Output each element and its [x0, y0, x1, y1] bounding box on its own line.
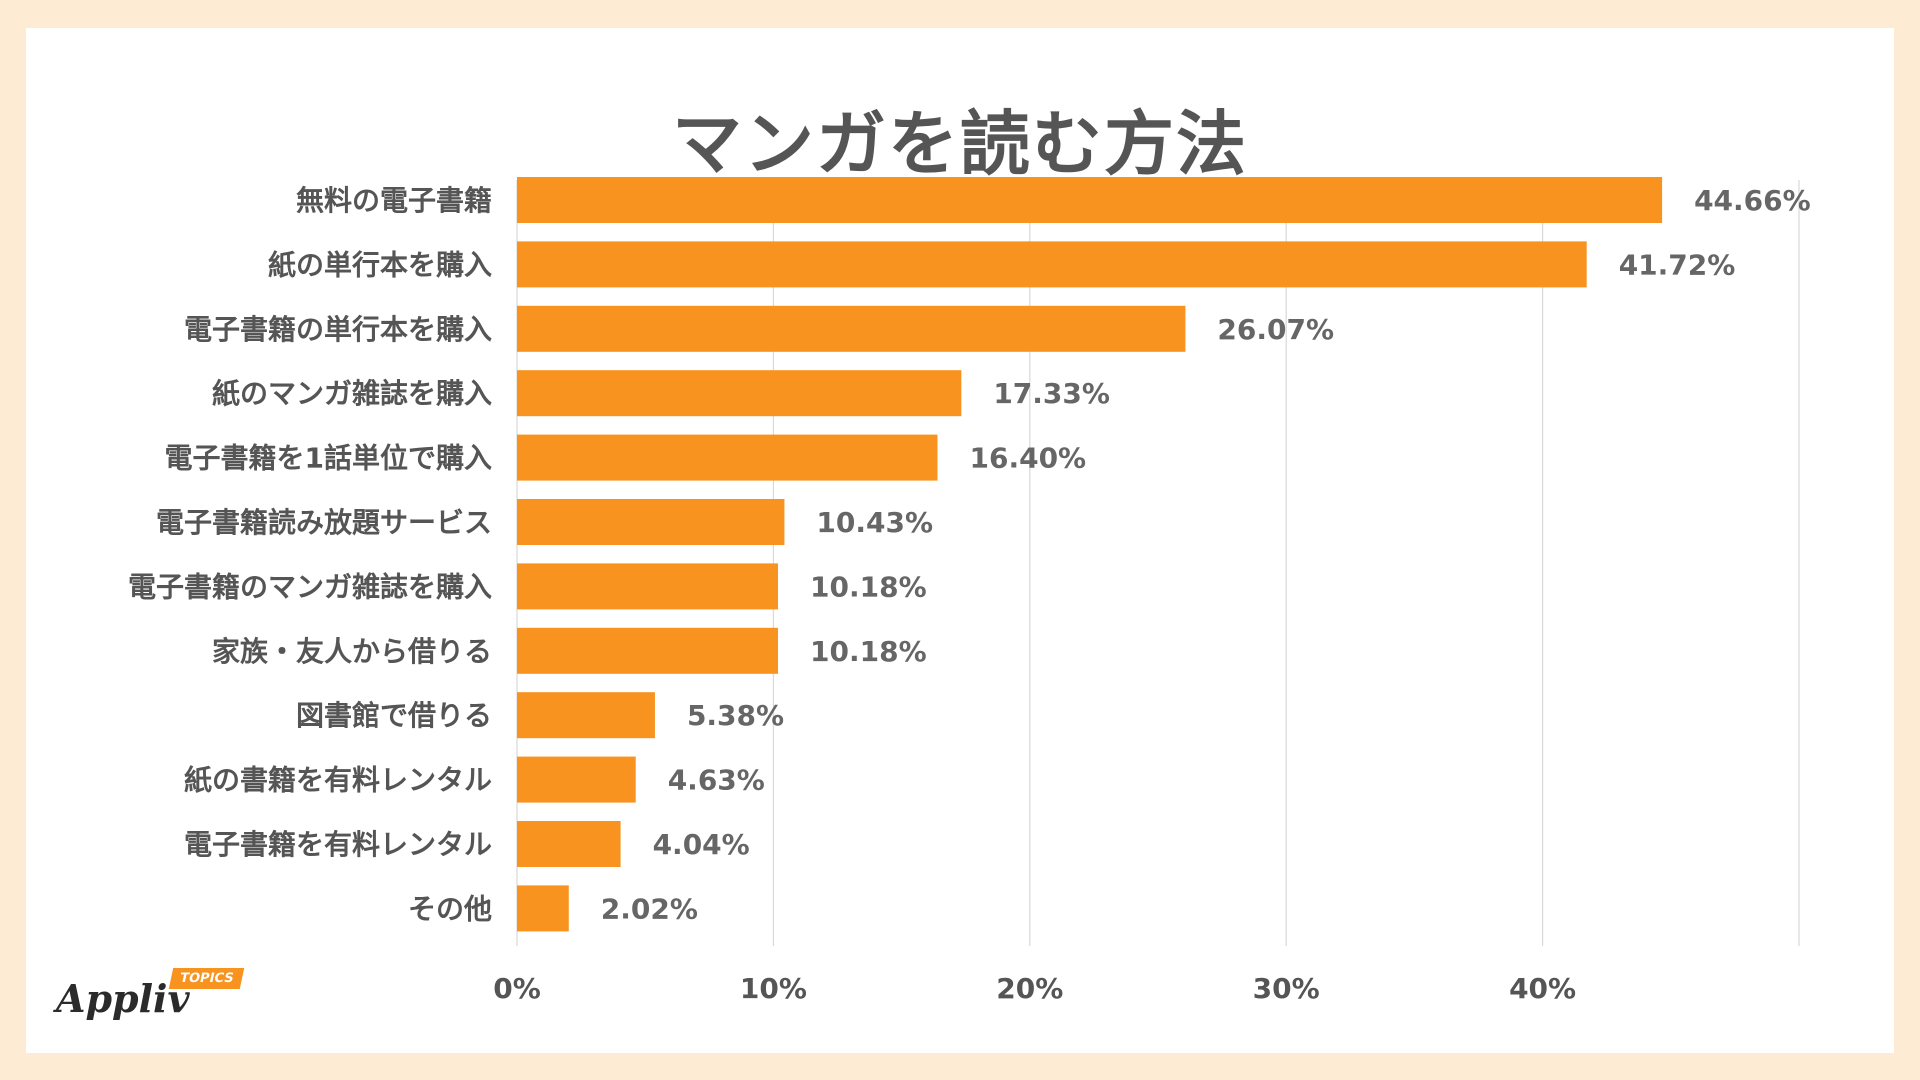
- bar: [517, 305, 1186, 352]
- category-label: 電子書籍の単行本を購入: [184, 313, 492, 346]
- value-label: 41.72%: [1619, 248, 1736, 281]
- logo-badge: TOPICS: [168, 968, 245, 989]
- bar: [517, 821, 621, 867]
- bar: [517, 885, 569, 932]
- x-tick-label: 40%: [1509, 972, 1576, 1005]
- value-label: 44.66%: [1694, 184, 1811, 217]
- category-label: 紙の書籍を有料レンタル: [184, 764, 492, 797]
- bar: [517, 434, 938, 481]
- category-label: 紙のマンガ雑誌を購入: [212, 377, 492, 410]
- x-tick-label: 0%: [493, 972, 541, 1005]
- category-label: 図書館で借りる: [296, 699, 492, 732]
- chart-title: マンガを読む方法: [672, 103, 1248, 185]
- value-label: 26.07%: [1217, 313, 1334, 346]
- bar: [517, 692, 655, 739]
- category-label: 家族・友人から借りる: [212, 635, 492, 668]
- bar: [517, 627, 779, 674]
- bar: [517, 370, 962, 417]
- category-label: 電子書籍のマンガ雑誌を購入: [128, 570, 492, 603]
- bar-chart: 無料の電子書籍 44.66% 紙の単行本を購入 41.72% 電子書籍の単行本を購入 26…: [128, 177, 1811, 1005]
- value-label: 16.40%: [969, 442, 1086, 475]
- category-label: 電子書籍を1話単位で購入: [165, 442, 492, 475]
- value-label: 2.02%: [601, 892, 698, 925]
- x-tick-label: 10%: [740, 972, 807, 1005]
- value-label: 17.33%: [993, 377, 1110, 410]
- category-label: 紙の単行本を購入: [268, 248, 492, 281]
- x-tick-label: 20%: [996, 972, 1063, 1005]
- category-label: 無料の電子書籍: [296, 184, 492, 217]
- value-label: 4.04%: [653, 828, 750, 861]
- value-label: 10.43%: [816, 506, 933, 539]
- appliv-logo: Appliv TOPICS: [56, 968, 256, 1038]
- value-label: 10.18%: [810, 570, 927, 603]
- x-tick-label: 30%: [1253, 972, 1320, 1005]
- bar: [517, 756, 636, 803]
- value-label: 5.38%: [687, 699, 784, 732]
- category-label: 電子書籍読み放題サービス: [156, 506, 492, 539]
- logo-text: Appliv: [56, 976, 190, 1021]
- bar: [517, 177, 1663, 223]
- bar: [517, 241, 1587, 288]
- chart-card: マンガを読む方法 無料の電子書籍 44.66% 紙の単行本を購入 41.72% 電子書籍…: [26, 28, 1894, 1053]
- category-label: その他: [408, 892, 492, 925]
- bar: [517, 499, 785, 545]
- value-label: 10.18%: [810, 635, 927, 668]
- category-label: 電子書籍を有料レンタル: [184, 828, 492, 861]
- value-label: 4.63%: [668, 764, 765, 797]
- bar: [517, 563, 779, 610]
